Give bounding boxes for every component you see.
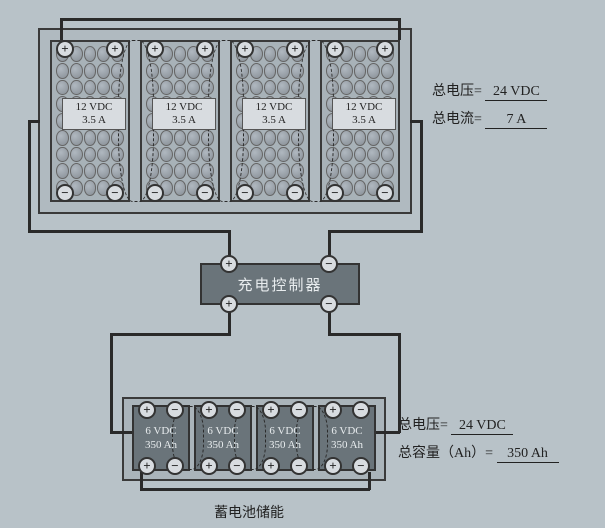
panel-term-plus: + bbox=[146, 40, 164, 58]
panel-term-minus: − bbox=[106, 184, 124, 202]
panel-current-row: 总电流= 7 A bbox=[432, 108, 547, 129]
batt-term-minus: − bbox=[352, 457, 370, 475]
ctrl-term-plus-bot: + bbox=[220, 295, 238, 313]
panel-term-minus: − bbox=[236, 184, 254, 202]
panel-term-minus: − bbox=[376, 184, 394, 202]
ctrl-term-minus-top: − bbox=[320, 255, 338, 273]
panel-rating-label: 12 VDC3.5 A bbox=[152, 98, 216, 130]
batt-line1: 6 VDC bbox=[331, 424, 362, 438]
panel-voltage-row: 总电压= 24 VDC bbox=[432, 80, 547, 101]
panel-rating-label: 12 VDC3.5 A bbox=[62, 98, 126, 130]
value: 24 VDC bbox=[451, 418, 513, 435]
value: 7 A bbox=[485, 112, 547, 129]
solar-panel: 12 VDC3.5 A + − + − bbox=[230, 40, 310, 202]
solar-panel: 12 VDC3.5 A + − + − bbox=[320, 40, 400, 202]
battery-title: 蓄电池储能 bbox=[214, 502, 284, 522]
solar-panel: 12 VDC3.5 A + − + − bbox=[50, 40, 130, 202]
panel-term-plus: + bbox=[196, 40, 214, 58]
value: 24 VDC bbox=[485, 84, 547, 101]
batt-term-plus: + bbox=[324, 457, 342, 475]
batt-term-plus: + bbox=[262, 401, 280, 419]
panel-term-plus: + bbox=[56, 40, 74, 58]
panel-term-plus: + bbox=[106, 40, 124, 58]
panel-rating-label: 12 VDC3.5 A bbox=[242, 98, 306, 130]
batt-term-plus: + bbox=[200, 457, 218, 475]
batt-term-plus: + bbox=[138, 401, 156, 419]
batt-term-minus: − bbox=[228, 457, 246, 475]
label: 总电流= bbox=[432, 112, 482, 127]
label: 总电压= bbox=[398, 418, 448, 433]
diagram-stage: { "panels":{ "count":4, "x":[50,140,230,… bbox=[0, 0, 605, 528]
batt-term-minus: − bbox=[166, 401, 184, 419]
batt-term-plus: + bbox=[324, 401, 342, 419]
label: 总电压= bbox=[432, 84, 482, 99]
controller-label: 充电控制器 bbox=[237, 274, 322, 295]
ctrl-term-plus-top: + bbox=[220, 255, 238, 273]
panel-term-minus: − bbox=[56, 184, 74, 202]
label: 总容量（Ah）= bbox=[398, 446, 493, 461]
panel-term-plus: + bbox=[286, 40, 304, 58]
batt-term-plus: + bbox=[138, 457, 156, 475]
panel-term-minus: − bbox=[196, 184, 214, 202]
panel-term-plus: + bbox=[236, 40, 254, 58]
panel-term-minus: − bbox=[326, 184, 344, 202]
batt-line2: 350 Ah bbox=[331, 438, 363, 452]
ctrl-term-minus-bot: − bbox=[320, 295, 338, 313]
batt-term-minus: − bbox=[228, 401, 246, 419]
panel-term-minus: − bbox=[286, 184, 304, 202]
panel-term-plus: + bbox=[376, 40, 394, 58]
value: 350 Ah bbox=[497, 446, 559, 463]
batt-voltage-row: 总电压= 24 VDC bbox=[398, 414, 513, 435]
batt-term-minus: − bbox=[166, 457, 184, 475]
panel-term-plus: + bbox=[326, 40, 344, 58]
batt-capacity-row: 总容量（Ah）= 350 Ah bbox=[398, 442, 559, 463]
batt-term-minus: − bbox=[290, 457, 308, 475]
batt-term-plus: + bbox=[262, 457, 280, 475]
batt-term-minus: − bbox=[290, 401, 308, 419]
batt-term-plus: + bbox=[200, 401, 218, 419]
panel-rating-label: 12 VDC3.5 A bbox=[332, 98, 396, 130]
batt-term-minus: − bbox=[352, 401, 370, 419]
solar-panel: 12 VDC3.5 A + − + − bbox=[140, 40, 220, 202]
panel-term-minus: − bbox=[146, 184, 164, 202]
